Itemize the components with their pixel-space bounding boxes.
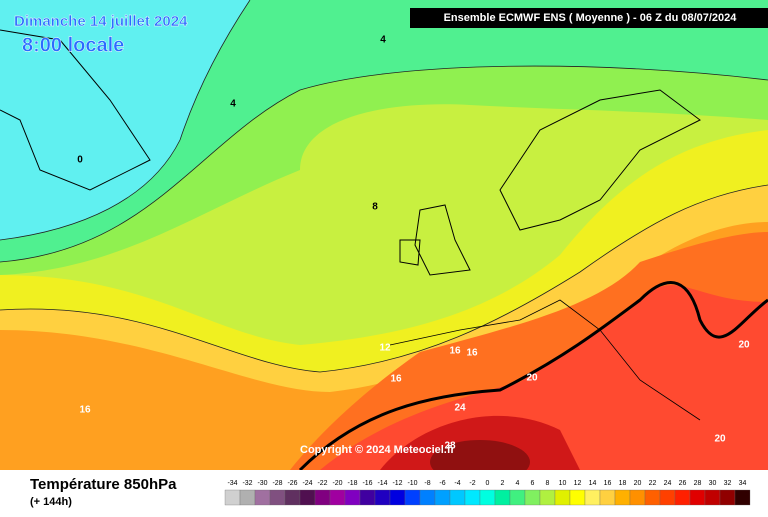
legend-label: -32: [242, 480, 252, 487]
legend-swatch: [359, 489, 376, 506]
map: [0, 0, 768, 484]
run-box: [410, 8, 768, 28]
footer-title: Température 850hPa: [30, 476, 177, 493]
legend: -34 -32 -30 -28 -26 -24 -22 -20 -18 -16 -14 -12 -10-…: [224, 480, 751, 506]
legend-swatch: [314, 489, 331, 506]
legend-label: -24: [302, 480, 312, 487]
contour-label: 16: [449, 346, 461, 357]
legend-label: -16: [362, 480, 372, 487]
legend-swatch: [599, 489, 616, 506]
lead-time: (+ 144h): [30, 496, 72, 508]
legend-label: -22: [317, 480, 327, 487]
legend-swatch: [449, 489, 466, 506]
legend-swatch: [614, 489, 631, 506]
legend-label: -34: [227, 480, 237, 487]
legend-label: -20: [332, 480, 342, 487]
legend-swatch: [734, 489, 751, 506]
legend-swatch: [269, 489, 286, 506]
contour-label: 4: [380, 35, 386, 46]
contour-label: 20: [738, 340, 750, 351]
legend-swatch: [509, 489, 526, 506]
legend-label: -6: [439, 480, 445, 487]
legend-swatch: [644, 489, 661, 506]
contour-label: 20: [526, 373, 538, 384]
legend-swatch: [494, 489, 511, 506]
legend-swatch: [584, 489, 601, 506]
legend-swatch: [569, 489, 586, 506]
legend-label: 12: [574, 480, 582, 487]
contour-label: 24: [454, 403, 466, 414]
legend-label: -10: [407, 480, 417, 487]
legend-label: 34: [739, 480, 747, 487]
legend-label: -2: [469, 480, 475, 487]
legend-label: -28: [272, 480, 282, 487]
legend-swatch: [539, 489, 556, 506]
legend-label: 4: [516, 480, 520, 487]
legend-swatch: [329, 489, 346, 506]
legend-swatch: [389, 489, 406, 506]
legend-swatch: [464, 489, 481, 506]
legend-label: 28: [694, 480, 702, 487]
legend-swatch: [419, 489, 436, 506]
contour-label: 0: [77, 155, 83, 166]
contour-label: 16: [466, 348, 478, 359]
legend-label: 22: [649, 480, 657, 487]
legend-swatch: [554, 489, 571, 506]
legend-swatch: [524, 489, 541, 506]
legend-label: 0: [486, 480, 490, 487]
legend-label: 30: [709, 480, 717, 487]
legend-label: -8: [424, 480, 430, 487]
legend-label: 2: [501, 480, 505, 487]
contour-label: 12: [379, 343, 391, 354]
legend-label: 6: [531, 480, 535, 487]
legend-label: 10: [559, 480, 567, 487]
legend-swatch: [704, 489, 721, 506]
contour-label: 8: [372, 202, 378, 213]
legend-swatch: [689, 489, 706, 506]
contour-labels: 4 4 0 8 12 16 16 16 16 20 24 28 20 20: [77, 35, 750, 452]
legend-swatch: [659, 489, 676, 506]
legend-swatch: [479, 489, 496, 506]
legend-swatch: [374, 489, 391, 506]
run-info: Ensemble ECMWF ENS ( Moyenne ) - 06 Z du…: [444, 12, 738, 24]
legend-label: -30: [257, 480, 267, 487]
legend-swatch: [404, 489, 421, 506]
contour-label: 16: [390, 374, 402, 385]
legend-swatch: [629, 489, 646, 506]
legend-label: 14: [589, 480, 597, 487]
legend-label: -12: [392, 480, 402, 487]
legend-swatch: [344, 489, 361, 506]
contour-label: 16: [79, 405, 91, 416]
contour-label: 28: [444, 441, 456, 452]
legend-label: 8: [546, 480, 550, 487]
legend-label: 24: [664, 480, 672, 487]
legend-label: 32: [724, 480, 732, 487]
legend-label: 18: [619, 480, 627, 487]
legend-label: -14: [377, 480, 387, 487]
legend-label: 20: [634, 480, 642, 487]
legend-swatch: [299, 489, 316, 506]
legend-label: 26: [679, 480, 687, 487]
legend-swatch: [434, 489, 451, 506]
legend-swatch: [254, 489, 271, 506]
legend-swatch: [674, 489, 691, 506]
contour-label: 20: [714, 434, 726, 445]
legend-swatch: [284, 489, 301, 506]
legend-swatch: [719, 489, 736, 506]
date: Dimanche 14 juillet 2024: [14, 13, 188, 30]
legend-swatch: [239, 489, 256, 506]
legend-swatch: [224, 489, 241, 506]
contour-label: 4: [230, 99, 236, 110]
time: 8:00 locale: [22, 34, 124, 56]
copyright: Copyright © 2024 Meteociel.fr: [300, 444, 456, 456]
legend-label: 16: [604, 480, 612, 487]
legend-label: -18: [347, 480, 357, 487]
legend-label: -4: [454, 480, 460, 487]
legend-label: -26: [287, 480, 297, 487]
